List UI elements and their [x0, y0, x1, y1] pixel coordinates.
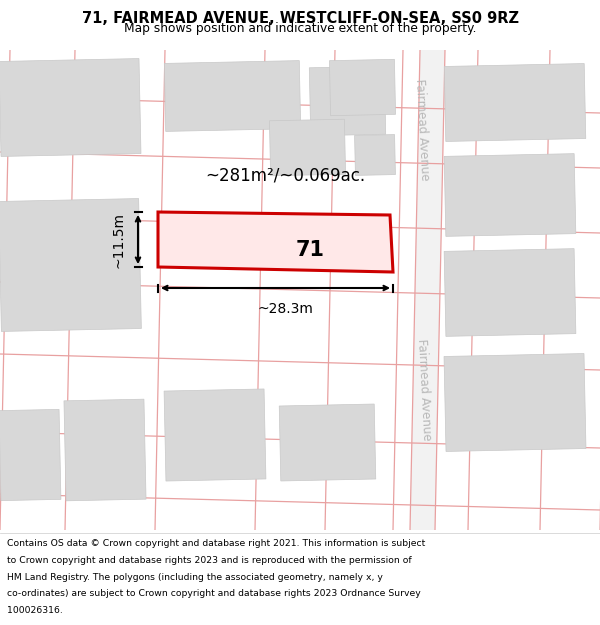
Polygon shape: [269, 119, 346, 176]
Polygon shape: [279, 404, 376, 481]
Polygon shape: [444, 64, 586, 141]
Text: 71: 71: [295, 239, 324, 259]
Polygon shape: [444, 154, 576, 236]
Polygon shape: [444, 249, 576, 336]
Polygon shape: [0, 59, 141, 156]
Text: Map shows position and indicative extent of the property.: Map shows position and indicative extent…: [124, 22, 476, 35]
Text: to Crown copyright and database rights 2023 and is reproduced with the permissio: to Crown copyright and database rights 2…: [7, 556, 412, 565]
Polygon shape: [410, 50, 445, 530]
Polygon shape: [355, 134, 395, 176]
Text: ~11.5m: ~11.5m: [112, 211, 126, 268]
Polygon shape: [158, 212, 393, 272]
Text: Fairmead Avenue: Fairmead Avenue: [415, 339, 433, 441]
Text: HM Land Registry. The polygons (including the associated geometry, namely x, y: HM Land Registry. The polygons (includin…: [7, 572, 383, 582]
Text: 71, FAIRMEAD AVENUE, WESTCLIFF-ON-SEA, SS0 9RZ: 71, FAIRMEAD AVENUE, WESTCLIFF-ON-SEA, S…: [82, 11, 518, 26]
Polygon shape: [164, 389, 266, 481]
Polygon shape: [164, 61, 301, 131]
Polygon shape: [329, 59, 395, 116]
Text: ~28.3m: ~28.3m: [257, 302, 313, 316]
Polygon shape: [0, 199, 142, 331]
Text: Contains OS data © Crown copyright and database right 2021. This information is : Contains OS data © Crown copyright and d…: [7, 539, 425, 549]
Polygon shape: [309, 66, 386, 136]
Polygon shape: [64, 399, 146, 501]
Text: co-ordinates) are subject to Crown copyright and database rights 2023 Ordnance S: co-ordinates) are subject to Crown copyr…: [7, 589, 421, 598]
Polygon shape: [0, 409, 61, 501]
Text: ~281m²/~0.069ac.: ~281m²/~0.069ac.: [205, 166, 365, 184]
Text: 100026316.: 100026316.: [7, 606, 63, 615]
Text: Fairmead Avenue: Fairmead Avenue: [413, 79, 431, 181]
Polygon shape: [444, 354, 586, 451]
